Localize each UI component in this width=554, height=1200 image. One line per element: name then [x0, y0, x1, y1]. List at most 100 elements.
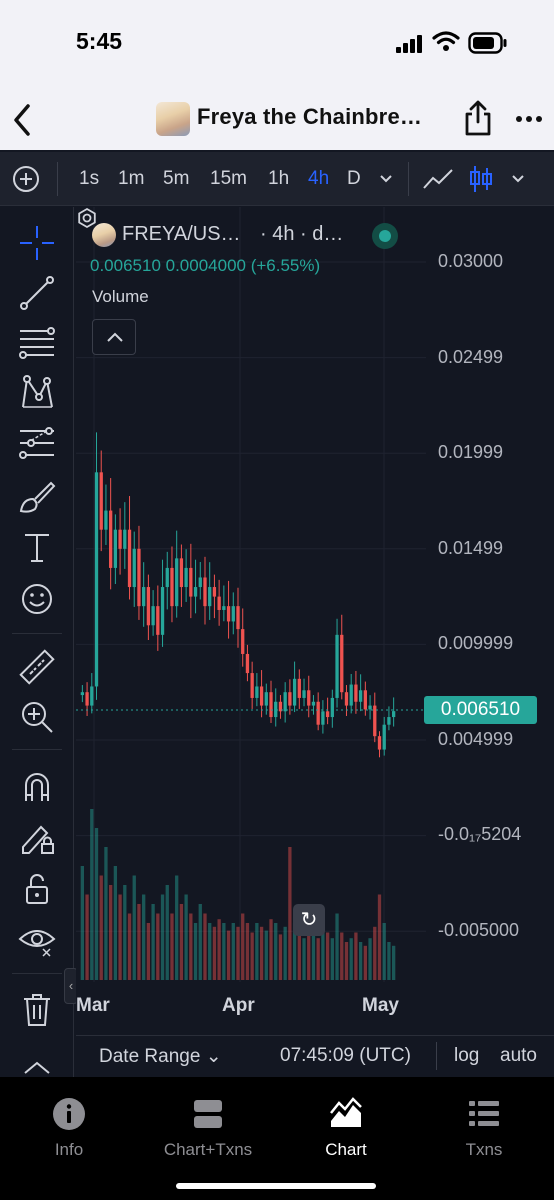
volume-bar: [373, 926, 377, 980]
fib-retracement-icon[interactable]: [17, 323, 57, 363]
volume-bar: [321, 923, 325, 980]
trash-icon[interactable]: [17, 989, 57, 1029]
share-icon[interactable]: [462, 98, 494, 138]
emoji-icon[interactable]: [17, 579, 57, 619]
tab-bar: Info Chart+Txns Chart Txns: [0, 1077, 554, 1200]
candle-body: [156, 606, 160, 635]
volume-label[interactable]: Volume: [92, 287, 149, 306]
candle-body: [349, 684, 353, 706]
tab-txns[interactable]: Txns: [424, 1097, 544, 1160]
collapse-legend-button[interactable]: [92, 319, 136, 355]
candle-body: [363, 690, 367, 710]
utc-clock[interactable]: 07:45:09 (UTC): [280, 1045, 411, 1066]
timeframe-1s[interactable]: 1s: [79, 168, 100, 189]
prediction-tool-icon[interactable]: [17, 423, 57, 463]
date-range-button[interactable]: Date Range ⌄: [99, 1045, 222, 1068]
lock-drawing-icon[interactable]: [17, 817, 57, 857]
candle-body: [391, 711, 396, 718]
unlock-icon[interactable]: [17, 869, 57, 909]
volume-bar: [160, 894, 165, 980]
tab-chart[interactable]: Chart: [286, 1097, 406, 1160]
crosshair-icon[interactable]: [17, 223, 57, 263]
volume-bar: [236, 926, 240, 980]
candle-body: [302, 690, 306, 698]
volume-bar: [259, 926, 264, 980]
timeframe-4h[interactable]: 4h: [308, 168, 330, 189]
volume-bar: [146, 923, 151, 980]
volume-bar: [198, 904, 202, 980]
volume-bar: [99, 875, 103, 980]
tab-chart-txns[interactable]: Chart+Txns: [148, 1097, 268, 1160]
volume-bar: [264, 930, 268, 980]
price-chart[interactable]: FREYA/US… · 4h · d… 0.006510 0.0004000 (…: [76, 207, 554, 1035]
timeframe-5m[interactable]: 5m: [163, 168, 190, 189]
candle-body: [241, 629, 245, 654]
y-axis-tick: 0.01999: [438, 442, 504, 462]
volume-bar: [189, 913, 193, 980]
battery-icon: [468, 32, 507, 54]
timeframe-15m[interactable]: 15m: [210, 168, 247, 189]
more-tools-icon[interactable]: [17, 1053, 57, 1093]
candle-body: [189, 567, 193, 597]
volume-bar: [165, 885, 169, 980]
legend-symbol[interactable]: FREYA/US…: [122, 223, 241, 245]
candle-body: [212, 587, 217, 597]
volume-bar: [85, 894, 89, 980]
auto-scale-toggle[interactable]: auto: [500, 1045, 537, 1066]
candle-body: [330, 697, 334, 718]
legend-interval[interactable]: · 4h · d…: [260, 223, 344, 245]
gear-icon[interactable]: [76, 207, 98, 229]
chevron-down-icon[interactable]: [511, 174, 525, 184]
candle-body: [109, 510, 113, 568]
line-chart-type-icon[interactable]: [422, 166, 454, 192]
text-tool-icon[interactable]: [17, 527, 57, 567]
toolbar-divider: [408, 162, 409, 196]
volume-bar: [175, 875, 179, 980]
live-status-indicator: [372, 223, 398, 249]
candle-body: [311, 701, 316, 706]
volume-bar: [104, 847, 108, 980]
tool-divider: [12, 633, 62, 634]
candle-body: [335, 634, 339, 698]
add-indicator-icon[interactable]: [12, 165, 40, 193]
x-axis-tick: Apr: [222, 995, 255, 1016]
candle-body: [94, 472, 99, 687]
timeframe-1m[interactable]: 1m: [118, 168, 145, 189]
visibility-icon[interactable]: [17, 919, 57, 959]
candle-body: [373, 705, 377, 737]
zoom-in-icon[interactable]: [17, 697, 57, 737]
timeframe-1h[interactable]: 1h: [268, 168, 290, 189]
last-price-label: 0.006510: [424, 696, 537, 724]
candle-body: [231, 606, 235, 622]
candle-body: [151, 606, 155, 626]
candle-body: [259, 686, 264, 706]
volume-bar: [358, 942, 363, 980]
pattern-tool-icon[interactable]: [17, 373, 57, 413]
candle-body: [165, 567, 169, 588]
tab-label: Chart: [325, 1140, 367, 1159]
candle-body: [321, 711, 325, 725]
candlestick-chart[interactable]: [76, 207, 554, 1035]
tab-label: Info: [54, 1140, 84, 1159]
ruler-icon[interactable]: [17, 647, 57, 687]
volume-bar: [288, 847, 292, 980]
reset-chart-button[interactable]: ↻: [293, 904, 325, 936]
candlestick-icon[interactable]: [468, 164, 494, 194]
timeframe-d[interactable]: D: [347, 168, 361, 189]
back-chevron-icon[interactable]: [8, 98, 44, 142]
volume-bar: [245, 923, 250, 980]
candle-body: [80, 692, 85, 696]
candle-body: [250, 673, 254, 698]
timeframe-toolbar: 1s 1m 5m 15m 1h 4h D: [0, 152, 554, 206]
chevron-down-icon[interactable]: [379, 174, 393, 184]
volume-bar: [297, 932, 301, 980]
brush-icon[interactable]: [17, 477, 57, 517]
drawing-toolbar: [0, 207, 74, 1077]
tab-info[interactable]: Info: [9, 1097, 129, 1160]
candle-body: [307, 690, 311, 706]
magnet-icon[interactable]: [17, 767, 57, 807]
more-options-icon[interactable]: [514, 104, 544, 134]
log-scale-toggle[interactable]: log: [454, 1045, 480, 1066]
candle-body: [175, 558, 179, 607]
trend-line-icon[interactable]: [17, 273, 57, 313]
